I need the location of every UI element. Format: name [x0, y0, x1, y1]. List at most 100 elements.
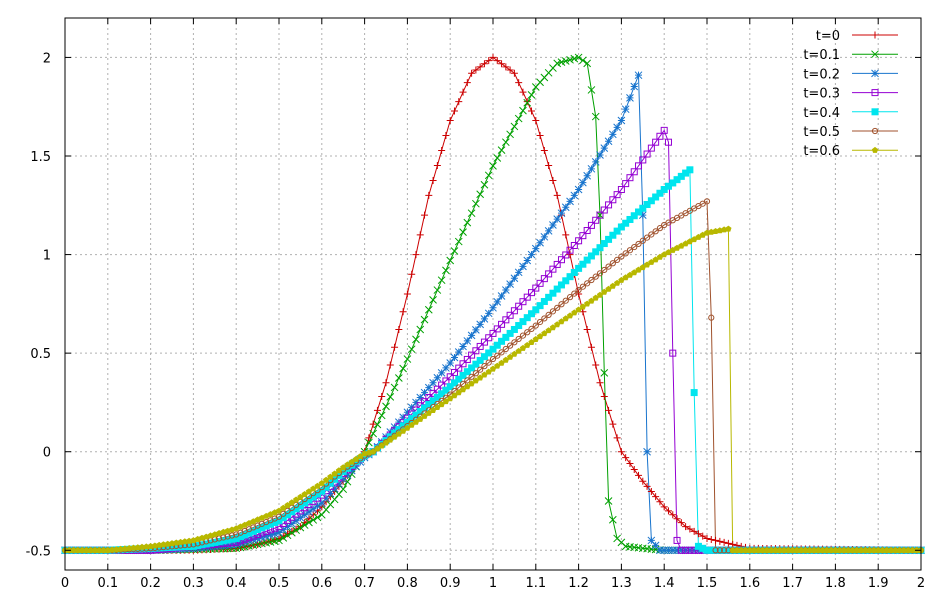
data-point: [815, 547, 822, 553]
data-point: [459, 360, 467, 368]
data-point: [630, 168, 638, 176]
data-point: [442, 131, 450, 139]
data-point: [570, 191, 579, 200]
data-point: [399, 422, 407, 430]
data-point: [450, 379, 458, 387]
legend-label: t=0.2: [803, 67, 840, 82]
x-tick-label: 1.8: [825, 576, 846, 591]
data-point: [369, 429, 378, 438]
data-point: [485, 57, 493, 65]
data-point: [622, 454, 630, 462]
data-point: [562, 277, 570, 285]
data-point: [395, 325, 403, 333]
data-point: [664, 546, 673, 555]
data-point: [686, 238, 693, 245]
data-point: [476, 356, 484, 364]
data-point: [592, 273, 599, 280]
data-point: [408, 421, 415, 428]
data-point: [553, 191, 561, 199]
data-point: [258, 524, 266, 532]
data-point: [600, 240, 608, 248]
data-point: [617, 186, 625, 194]
data-point: [438, 146, 446, 154]
data-point: [746, 547, 753, 553]
data-point: [476, 320, 485, 329]
data-point: [528, 310, 536, 318]
data-point: [669, 246, 676, 253]
data-point: [532, 284, 540, 292]
data-point: [755, 547, 762, 553]
data-point: [566, 294, 574, 301]
data-point: [501, 286, 510, 294]
data-point: [468, 373, 475, 380]
data-point: [523, 98, 532, 107]
data-point: [386, 393, 395, 401]
data-point: [656, 253, 664, 260]
data-point: [155, 544, 163, 552]
data-point: [421, 412, 428, 419]
data-point: [562, 231, 570, 239]
data-point: [772, 547, 779, 553]
data-point: [113, 546, 120, 553]
data-point: [301, 491, 308, 497]
data-point: [600, 369, 609, 377]
data-point: [91, 547, 99, 553]
data-point: [703, 546, 711, 554]
data-point: [591, 158, 600, 166]
data-point: [467, 331, 476, 340]
legend-label: t=0.1: [803, 48, 840, 63]
data-point: [130, 544, 137, 551]
data-point: [596, 291, 604, 298]
data-point: [377, 411, 386, 420]
data-point: [720, 546, 728, 554]
data-point: [678, 242, 685, 249]
data-point: [528, 339, 535, 345]
data-point: [656, 132, 664, 140]
data-point: [433, 161, 441, 169]
data-point: [570, 269, 578, 277]
data-point: [498, 60, 506, 68]
data-point: [339, 467, 347, 475]
data-point: [134, 544, 141, 551]
data-point: [729, 540, 737, 548]
data-point: [720, 538, 728, 546]
data-point: [296, 523, 305, 532]
x-tick-label: 1.5: [697, 576, 718, 591]
data-point: [293, 496, 300, 503]
data-point: [549, 265, 557, 273]
data-point: [280, 510, 287, 517]
data-point: [528, 107, 536, 115]
data-point: [819, 547, 826, 553]
data-point: [472, 326, 480, 334]
data-point: [330, 484, 339, 493]
data-point: [635, 266, 642, 273]
data-point: [450, 368, 458, 376]
data-point: [485, 359, 492, 366]
data-point: [511, 350, 518, 357]
data-point: [828, 547, 835, 553]
y-tick-label: 0: [43, 446, 51, 461]
data-point: [630, 465, 638, 473]
data-point: [660, 126, 668, 134]
data-point: [519, 344, 527, 351]
x-tick-label: 1.6: [739, 576, 760, 591]
data-point: [275, 517, 283, 525]
data-point: [648, 231, 655, 238]
data-point: [647, 144, 655, 152]
data-point: [721, 547, 728, 554]
x-tick-label: 1.3: [611, 576, 632, 591]
data-point: [498, 359, 505, 366]
data-point: [664, 138, 672, 146]
x-tick-label: 1: [489, 576, 497, 591]
data-point: [579, 232, 587, 240]
data-point: [236, 539, 245, 548]
data-point: [823, 547, 830, 553]
data-point: [477, 374, 484, 381]
data-point: [694, 530, 702, 538]
legend-marker: [871, 108, 879, 116]
data-point: [724, 539, 732, 547]
data-point: [335, 467, 343, 474]
data-point: [630, 212, 638, 220]
data-point: [540, 146, 548, 154]
